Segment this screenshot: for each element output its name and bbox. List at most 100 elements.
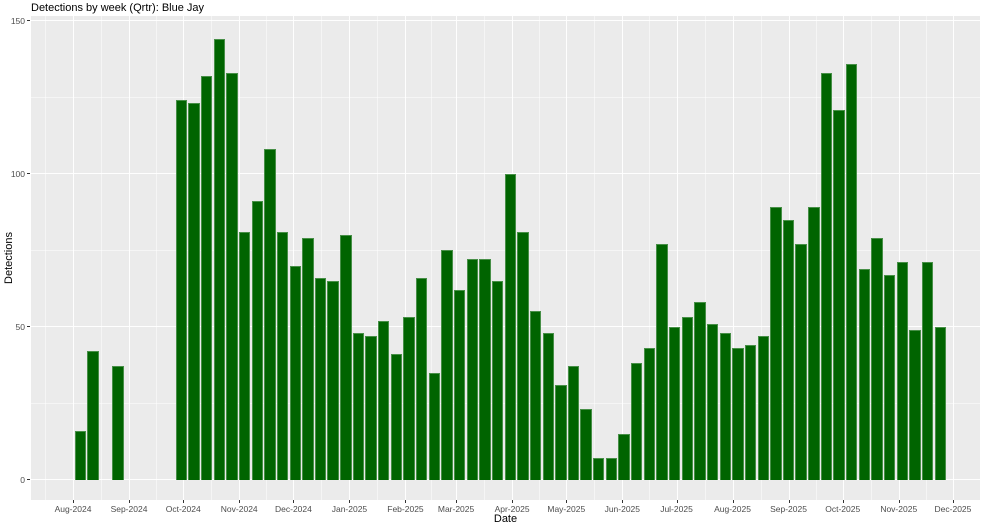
bar-week-2024-12-16 (314, 277, 327, 480)
bar-week-2025-04-07 (517, 231, 529, 480)
x-axis-tick-mark (788, 500, 790, 503)
bar-week-2024-12-09 (302, 237, 314, 480)
x-axis-tick-mark (183, 500, 185, 503)
x-axis-tick-label: Feb-2025 (387, 504, 424, 514)
bar-week-2025-08-18 (757, 335, 769, 480)
bar-week-2025-05-12 (580, 409, 592, 480)
bar-week-2024-10-21 (213, 39, 226, 480)
bar-week-2025-08-04 (732, 348, 744, 480)
bar-week-2025-02-24 (441, 250, 453, 480)
bar-week-2025-06-16 (643, 348, 656, 480)
gridline-major-vertical (898, 16, 900, 500)
bar-week-2025-01-06 (352, 332, 365, 480)
bar-week-2025-02-17 (428, 372, 441, 480)
bar-week-2024-08-26 (112, 366, 124, 480)
bar-week-2025-01-27 (390, 354, 403, 480)
bar-week-2025-03-17 (479, 259, 491, 480)
gridline-minor-vertical (484, 16, 486, 500)
x-axis-tick-label: Aug-2024 (54, 504, 92, 514)
bar-week-2025-04-28 (555, 384, 567, 480)
gridline-minor-vertical (539, 16, 541, 500)
gridline-minor-vertical (44, 16, 46, 500)
bar-week-2025-05-19 (593, 458, 605, 480)
bar-week-2025-02-10 (416, 277, 428, 480)
x-axis-tick-mark (239, 500, 241, 503)
x-axis-tick-mark (293, 500, 295, 503)
bar-week-2025-06-02 (618, 433, 630, 480)
x-axis-tick-label: Dec-2025 (934, 504, 972, 514)
bar-week-2025-11-10 (909, 329, 921, 480)
y-axis-tick-label: 50 (15, 321, 25, 332)
bar-week-2025-09-08 (795, 244, 807, 480)
bar-week-2024-11-18 (264, 149, 276, 480)
gridline-minor-vertical (925, 16, 927, 500)
gridline-major-horizontal (31, 20, 980, 22)
gridline-minor-vertical (430, 16, 432, 500)
x-axis-tick-label: Jun-2025 (604, 504, 641, 514)
x-axis-title: Date (493, 513, 518, 525)
bar-week-2025-07-07 (681, 317, 694, 480)
bar-week-2024-10-28 (226, 72, 238, 480)
gridline-major-vertical (566, 16, 568, 500)
x-axis-tick-label: Dec-2024 (275, 504, 312, 514)
gridline-minor-vertical (594, 16, 596, 500)
bar-week-2024-11-25 (276, 231, 289, 480)
x-axis-tick-mark (405, 500, 407, 503)
gridline-major-vertical (456, 16, 458, 500)
bar-week-2025-11-24 (934, 326, 946, 480)
gridline-minor-horizontal (31, 96, 980, 98)
x-axis-tick-mark (73, 500, 74, 503)
x-axis-tick-mark (842, 500, 844, 503)
bar-week-2025-09-29 (833, 109, 845, 480)
bar-week-2025-03-31 (504, 173, 516, 480)
y-axis-tick-mark (27, 479, 30, 480)
gridline-minor-vertical (156, 16, 158, 500)
gridline-minor-vertical (101, 16, 102, 500)
gridline-major-vertical (732, 16, 734, 500)
x-axis-tick-mark (512, 500, 514, 503)
bar-week-2025-09-15 (808, 207, 820, 480)
bar-week-2025-11-03 (896, 262, 909, 480)
x-axis-tick-mark (622, 500, 624, 503)
gridline-major-vertical (676, 16, 678, 500)
bar-week-2025-08-25 (770, 207, 782, 480)
y-axis-tick-label: 100 (10, 168, 25, 179)
x-axis-tick-label: Sep-2024 (110, 504, 148, 514)
bar-week-2025-09-01 (782, 219, 795, 480)
y-axis-tick-mark (27, 173, 30, 175)
y-axis-tick-mark (27, 326, 30, 328)
x-axis-tick-label: Nov-2024 (220, 504, 258, 514)
bar-week-2025-07-21 (706, 323, 719, 480)
x-axis-tick-label: Oct-2024 (165, 504, 201, 514)
bar-week-2024-09-30 (175, 100, 188, 480)
x-axis-tick-mark (129, 500, 130, 503)
bar-week-2024-12-30 (340, 234, 352, 480)
gridline-major-vertical (293, 16, 295, 500)
bar-week-2025-03-03 (453, 289, 466, 480)
bar-week-2025-05-26 (605, 458, 618, 480)
bar-week-2024-08-05 (74, 430, 86, 480)
bar-week-2025-01-13 (365, 335, 377, 480)
bar-week-2025-10-20 (871, 237, 883, 480)
x-axis-tick-label: Apr-2025 (494, 504, 530, 514)
bar-week-2025-07-14 (694, 302, 706, 480)
bar-week-2025-10-13 (858, 268, 871, 480)
y-axis-tick-mark (27, 20, 30, 22)
bar-week-2025-09-22 (820, 72, 833, 480)
x-axis-tick-mark (952, 500, 954, 503)
bar-week-2025-02-03 (403, 317, 415, 480)
bar-week-2024-12-02 (289, 265, 301, 480)
bar-week-2025-04-21 (542, 332, 554, 480)
gridline-major-vertical (622, 16, 624, 500)
y-axis-tick-label: 150 (10, 15, 25, 26)
x-axis-tick-mark (456, 500, 458, 503)
bar-week-2025-03-24 (491, 280, 504, 480)
gridline-minor-vertical (321, 16, 323, 500)
gridline-minor-vertical (870, 16, 872, 500)
gridline-major-vertical (73, 16, 74, 500)
bar-week-2025-10-06 (846, 63, 858, 480)
gridline-minor-vertical (377, 16, 379, 500)
gridline-minor-vertical (704, 16, 706, 500)
bar-week-2025-04-14 (529, 311, 542, 480)
